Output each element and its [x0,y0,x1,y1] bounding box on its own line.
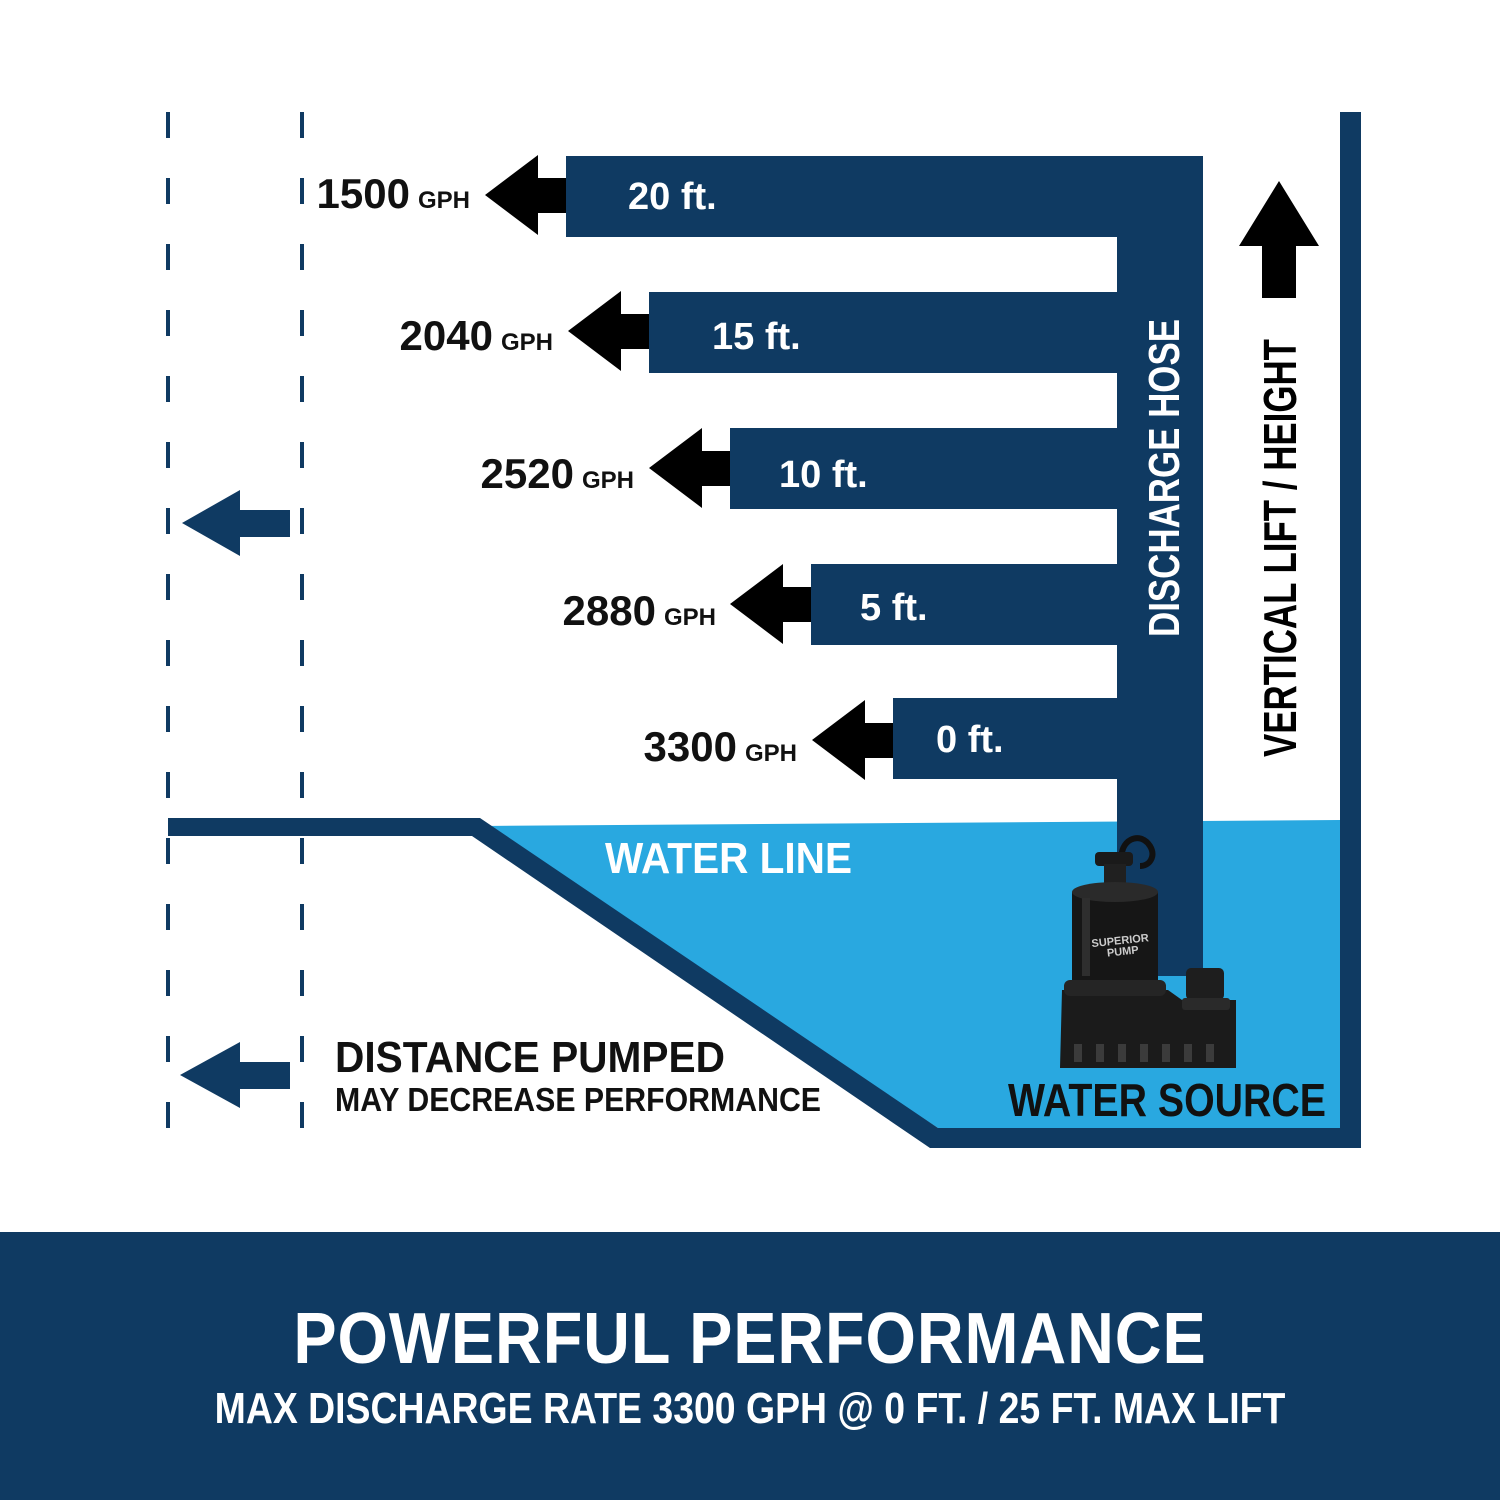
flow-arrow-icon-15ft [568,291,649,371]
distance-arrow-icon-upper [182,490,290,556]
distance-pumped-title: DISTANCE PUMPED [335,1033,725,1082]
hose-outlet-15ft [649,292,1203,373]
hose-outlet-5ft [811,564,1203,645]
distance-pumped-subtitle: MAY DECREASE PERFORMANCE [335,1081,821,1118]
flow-rate-label-10ft: 2520 GPH [481,450,634,497]
flow-rate-label-0ft: 3300 GPH [644,723,797,770]
flow-arrow-icon-20ft [485,155,566,235]
hose-outlet-0ft [893,698,1203,779]
pump-brand-logo: SUPERIOR PUMP [1091,932,1154,961]
sump-pump-image: SUPERIOR PUMP [1060,835,1236,1068]
flow-rate-label-20ft: 1500 GPH [317,170,470,217]
vertical-lift-label: VERTICAL LIFT / HEIGHT [1254,339,1306,757]
footer-banner: POWERFUL PERFORMANCE MAX DISCHARGE RATE … [0,1232,1500,1500]
flow-arrow-icon-5ft [730,564,811,644]
flow-arrow-icon-10ft [649,428,730,508]
flow-rate-label-15ft: 2040 GPH [400,312,553,359]
hose-outlet-10ft [730,428,1203,509]
height-label-20ft: 20 ft. [628,176,717,218]
flow-rate-label-5ft: 2880 GPH [563,587,716,634]
vertical-lift-arrow-icon [1239,181,1319,298]
water-line-label: WATER LINE [605,834,852,883]
height-label-15ft: 15 ft. [712,316,801,358]
height-label-10ft: 10 ft. [779,454,868,496]
discharge-hose-label: DISCHARGE HOSE [1140,319,1189,637]
water-source-label: WATER SOURCE [1008,1074,1326,1126]
distance-arrow-icon-lower [180,1042,290,1108]
flow-arrow-icon-0ft [812,700,893,780]
footer-subtitle: MAX DISCHARGE RATE 3300 GPH @ 0 FT. / 25… [214,1384,1286,1433]
height-label-5ft: 5 ft. [860,587,928,629]
hose-outlet-20ft [566,156,1203,237]
height-label-0ft: 0 ft. [936,719,1004,761]
footer-title: POWERFUL PERFORMANCE [293,1299,1207,1379]
